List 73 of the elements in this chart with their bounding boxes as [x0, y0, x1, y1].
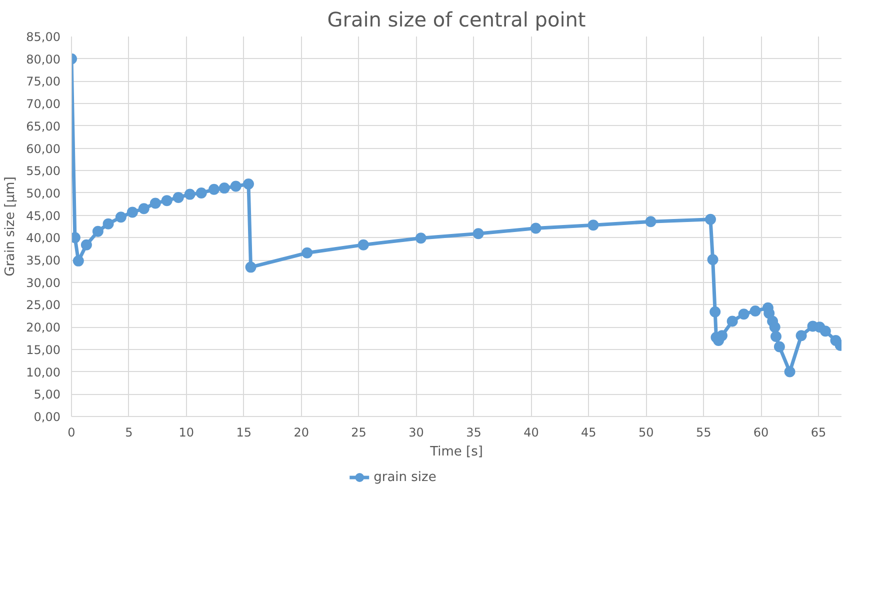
y-tick-label: 70,00 [26, 97, 61, 112]
point [115, 212, 126, 223]
point [150, 198, 161, 209]
point [769, 322, 780, 333]
point [138, 203, 150, 214]
point [172, 192, 184, 203]
point [716, 330, 728, 342]
x-tick-label: 0 [68, 426, 76, 440]
point [704, 214, 716, 225]
point [161, 195, 172, 206]
point [645, 216, 656, 228]
point [726, 316, 738, 327]
x-tick-label: 55 [696, 426, 712, 440]
point [80, 239, 92, 250]
x-tick-label: 30 [408, 426, 424, 440]
point [770, 330, 782, 342]
y-tick-label: 40,00 [26, 231, 61, 246]
y-tick-label: 85,00 [26, 30, 61, 44]
y-tick-label: 65,00 [26, 119, 61, 134]
y-tick-label: 15,00 [26, 342, 61, 357]
y-tick-label: 80,00 [26, 52, 61, 66]
y-tick-label: 0,00 [34, 410, 60, 424]
x-tick-label: 35 [466, 426, 482, 440]
point [302, 247, 313, 258]
y-tick-label: 30,00 [26, 276, 61, 290]
point [92, 226, 104, 237]
point [707, 254, 718, 266]
point [415, 232, 426, 244]
x-tick-label: 25 [351, 426, 366, 440]
point [784, 366, 796, 378]
y-tick-label: 25,00 [26, 298, 61, 312]
chart-title: Grain size of central point [327, 8, 586, 32]
point [196, 187, 207, 198]
y-axis-title: Grain size [µm] [3, 176, 18, 276]
y-tick-label: 5,00 [34, 388, 60, 402]
x-axis-title: Time [s] [429, 444, 483, 460]
y-tick-label: 35,00 [26, 254, 61, 268]
x-tick-label: 15 [236, 426, 252, 440]
x-tick-label: 45 [581, 426, 596, 440]
point [242, 178, 254, 190]
point [208, 184, 220, 195]
y-tick-label: 45,00 [26, 208, 61, 223]
x-tick-label: 65 [810, 426, 826, 440]
x-tick-label: 40 [524, 426, 539, 440]
y-tick-label: 60,00 [26, 142, 61, 156]
y-tick-label: 20,00 [26, 320, 61, 335]
point [126, 206, 138, 218]
point [588, 220, 599, 231]
point [774, 341, 785, 352]
y-tick-label: 10,00 [26, 365, 61, 380]
point [184, 188, 196, 200]
y-tick-label: 75,00 [26, 74, 61, 89]
y-tick-label: 50,00 [26, 186, 61, 200]
point [738, 308, 750, 320]
point [530, 222, 542, 234]
point [218, 182, 230, 194]
point [230, 180, 242, 192]
x-tick-label: 60 [753, 426, 769, 440]
y-tick-label: 55,00 [26, 164, 61, 178]
point [796, 330, 807, 342]
point [710, 306, 721, 318]
point [472, 228, 484, 240]
x-tick-label: 20 [294, 426, 309, 440]
point [358, 239, 369, 250]
point [245, 262, 256, 273]
point [72, 255, 84, 266]
x-tick-label: 10 [178, 426, 194, 440]
legend-label: grain size [374, 470, 436, 484]
x-tick-label: 50 [638, 426, 654, 440]
point [750, 306, 761, 316]
point [820, 326, 831, 337]
point [102, 218, 114, 230]
x-tick-label: 5 [125, 426, 133, 440]
